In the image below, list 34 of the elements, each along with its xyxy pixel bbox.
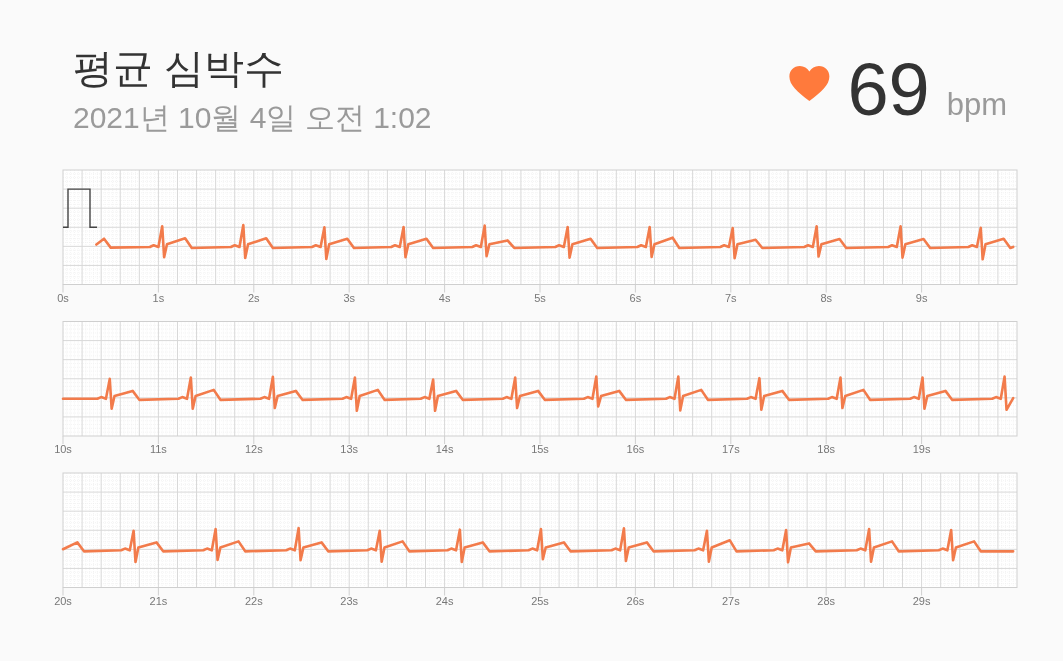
x-tick-label: 0s bbox=[57, 291, 70, 304]
text: bpm bbox=[946, 87, 1007, 122]
x-tick-label: 17s bbox=[721, 443, 741, 455]
x-tick-label: 23s bbox=[340, 594, 359, 607]
x-tick-label: 14s bbox=[435, 443, 454, 455]
x-tick-label: 18s bbox=[817, 443, 836, 455]
x-tick-label: 27s bbox=[721, 594, 741, 607]
x-tick-label: 11s bbox=[149, 443, 168, 455]
x-tick-label: 5s bbox=[534, 291, 547, 304]
x-tick-label: 13s bbox=[340, 443, 359, 455]
x-tick-label: 9s bbox=[915, 291, 928, 304]
x-tick-label: 22s bbox=[244, 594, 264, 607]
x-tick-label: 3s bbox=[343, 291, 356, 304]
x-tick-label: 8s bbox=[820, 291, 833, 304]
x-tick-label: 12s bbox=[244, 443, 264, 455]
x-tick-label: 20s bbox=[54, 594, 73, 607]
x-tick-label: 26s bbox=[626, 594, 645, 607]
x-tick-label: 21s bbox=[149, 594, 168, 607]
x-tick-label: 1s bbox=[152, 291, 165, 304]
x-tick-label: 10s bbox=[54, 443, 73, 455]
x-tick-label: 6s bbox=[629, 291, 642, 304]
x-tick-label: 15s bbox=[531, 443, 550, 455]
x-tick-label: 19s bbox=[912, 443, 931, 455]
chart-title: 평균 심박수 bbox=[73, 46, 285, 90]
x-tick-label: 4s bbox=[438, 291, 451, 304]
x-tick-label: 2s bbox=[247, 291, 261, 304]
x-tick-label: 29s bbox=[912, 594, 931, 607]
x-tick-label: 7s bbox=[724, 291, 738, 304]
chart-subtitle: 2021년 10월 4일 오전 1:02 bbox=[73, 101, 432, 134]
x-tick-label: 28s bbox=[817, 594, 836, 607]
x-tick-label: 16s bbox=[626, 443, 645, 455]
text: 69 bbox=[847, 48, 930, 131]
x-tick-label: 25s bbox=[531, 594, 550, 607]
x-tick-label: 24s bbox=[435, 594, 454, 607]
